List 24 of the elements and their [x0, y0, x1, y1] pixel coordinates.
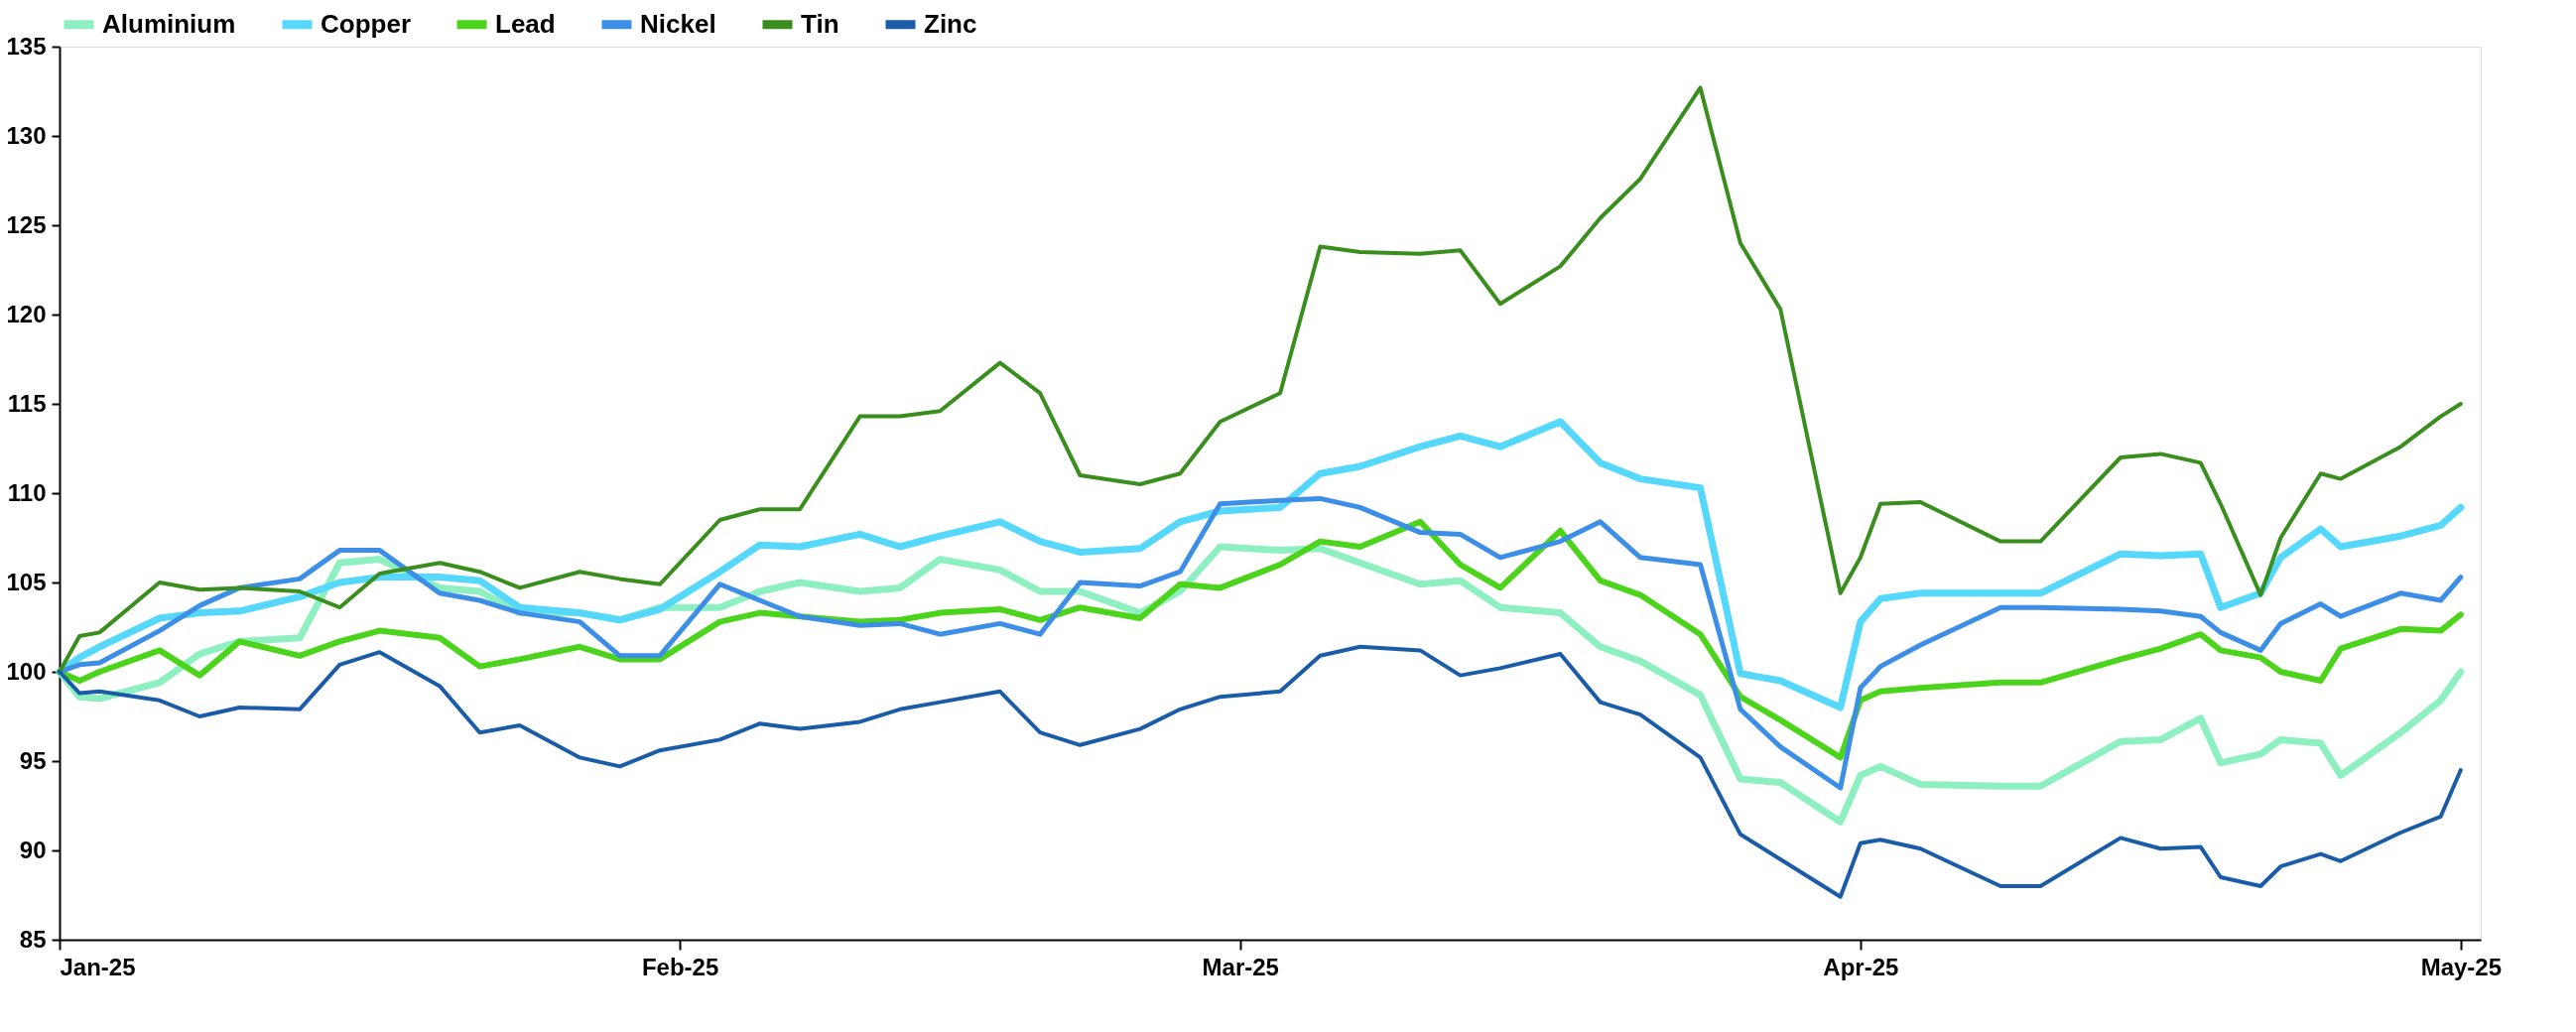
- x-tick-label: Feb-25: [641, 953, 719, 980]
- y-tick-label: 130: [6, 121, 47, 149]
- legend-label: Tin: [801, 8, 839, 39]
- line-series: [58, 85, 2463, 674]
- y-tick-label: 100: [6, 657, 47, 685]
- y-tick-label: 125: [6, 210, 47, 238]
- legend-label: Nickel: [640, 8, 716, 39]
- line-series: [58, 644, 2463, 899]
- legend-label: Aluminium: [102, 8, 236, 39]
- y-tick-label: 90: [19, 836, 47, 863]
- x-tick-label: Mar-25: [1202, 953, 1279, 980]
- y-tick-label: 115: [7, 389, 47, 417]
- x-tick-label: Apr-25: [1823, 953, 1899, 980]
- legend-label: Copper: [321, 8, 411, 39]
- y-tick-label: 110: [7, 478, 47, 506]
- y-tick-label: 120: [6, 300, 47, 327]
- y-tick-label: 135: [6, 32, 47, 60]
- y-tick-label: 95: [19, 746, 47, 774]
- y-tick-label: 85: [19, 925, 47, 953]
- legend-label: Lead: [495, 8, 556, 39]
- x-tick-label: Jan-25: [60, 953, 136, 980]
- x-tick-label: May-25: [2420, 953, 2503, 980]
- legend-label: Zinc: [924, 8, 977, 39]
- y-tick-label: 105: [6, 568, 47, 595]
